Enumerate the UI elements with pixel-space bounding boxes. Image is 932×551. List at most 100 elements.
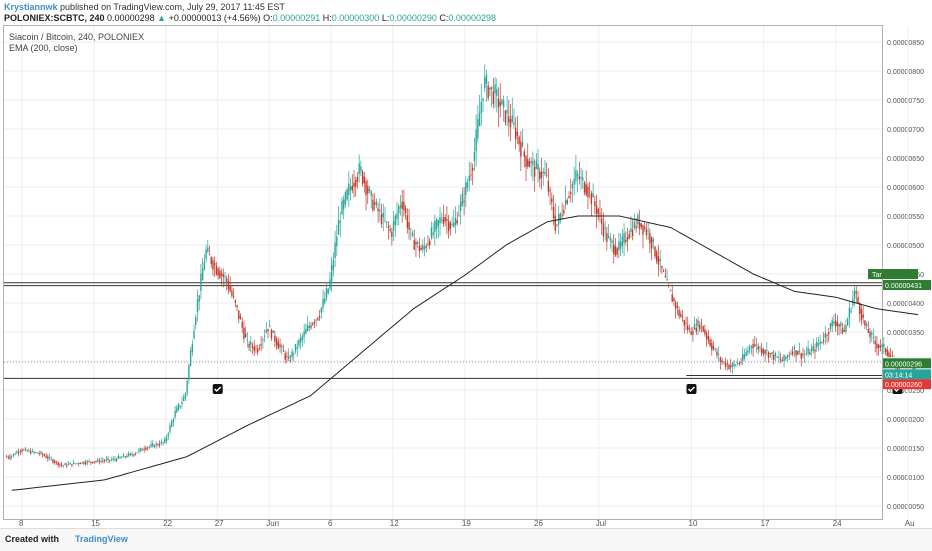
candle-body — [702, 326, 704, 332]
candle-body — [69, 462, 71, 465]
candle-body — [313, 321, 316, 324]
candle-body — [597, 208, 599, 214]
candle-body — [795, 350, 797, 356]
candle-body — [656, 251, 658, 262]
candle-body — [93, 461, 95, 463]
candle-body — [399, 205, 402, 208]
candle-body — [494, 84, 496, 94]
candle-body — [17, 452, 20, 453]
candle-body — [248, 343, 250, 348]
candle-body — [167, 433, 169, 437]
candle-body — [599, 213, 601, 215]
candle-body — [119, 456, 121, 459]
x-tick-label: 10 — [689, 519, 698, 528]
checkmark-icon — [214, 386, 222, 393]
candle-body — [647, 230, 649, 232]
candle-body — [226, 278, 228, 282]
candle-body — [196, 299, 199, 313]
candle-body — [661, 266, 663, 269]
candle-body — [514, 127, 517, 140]
candle-body — [86, 461, 89, 463]
candle-body — [355, 180, 357, 187]
candle-body — [427, 243, 429, 245]
candle-body — [798, 350, 801, 353]
candle-body — [496, 89, 498, 96]
candle-body — [831, 320, 833, 327]
candle-body — [164, 438, 166, 443]
candle-body — [324, 298, 326, 304]
candle-body — [176, 407, 178, 413]
x-tick-label: 22 — [163, 519, 172, 528]
candle-body — [236, 305, 238, 308]
candle-body — [348, 183, 350, 195]
author-link[interactable]: Krystiannwk — [4, 2, 58, 12]
candle-body — [403, 201, 405, 211]
candle-body — [477, 119, 479, 139]
tradingview-logo[interactable]: TradingView — [75, 534, 128, 544]
price-change: +0.00000013 (+4.56%) — [168, 13, 261, 23]
candle-body — [434, 221, 436, 232]
candle-body — [750, 346, 753, 348]
candle-body — [425, 246, 427, 248]
candle-body — [64, 463, 66, 466]
candle-body — [711, 342, 713, 350]
candle-body — [411, 232, 414, 236]
candle-body — [525, 156, 527, 168]
candle-body — [330, 265, 333, 282]
candle-body — [714, 348, 716, 350]
candle-body — [212, 260, 214, 270]
x-tick-label: 12 — [390, 519, 399, 528]
candle-body — [12, 453, 15, 456]
last-price: 0.00000298 — [107, 13, 155, 23]
candle-body — [406, 215, 409, 228]
candle-body — [265, 330, 267, 333]
candle-body — [124, 456, 126, 458]
candle-body — [604, 227, 606, 229]
candle-body — [733, 363, 735, 366]
candle-body — [148, 446, 151, 448]
candle-body — [299, 337, 302, 343]
candle-body — [189, 350, 192, 366]
candle-body — [478, 113, 481, 126]
candle-body — [136, 452, 138, 454]
candle-body — [174, 410, 176, 418]
candle-body — [293, 353, 295, 355]
candle-body — [122, 454, 125, 458]
candle-body — [669, 290, 672, 292]
candle-body — [305, 328, 307, 334]
y-tick-label: 0.00000850 — [887, 40, 924, 47]
candle-body — [485, 74, 488, 84]
candle-body — [537, 164, 539, 171]
candle-body — [55, 461, 58, 463]
candle-body — [619, 241, 622, 249]
candle-body — [114, 459, 116, 461]
open-label: O: — [263, 13, 273, 23]
candle-body — [127, 453, 130, 456]
candle-body — [673, 298, 675, 302]
candle-body — [344, 192, 347, 205]
candle-body — [463, 200, 465, 203]
candle-body — [158, 444, 161, 446]
candle-body — [771, 352, 773, 355]
candle-body — [611, 240, 613, 243]
candle-body — [410, 228, 412, 230]
candle-body — [207, 247, 209, 252]
candle-body — [408, 222, 410, 230]
candle-body — [40, 451, 42, 454]
candle-body — [712, 345, 715, 349]
ema-label: EMA (200, close) — [9, 43, 78, 53]
ema-price-label-bg — [883, 358, 931, 369]
candle-body — [760, 348, 763, 354]
candle-body — [625, 240, 627, 243]
candle-body — [177, 404, 180, 410]
chart-panel[interactable] — [3, 25, 883, 520]
candle-body — [238, 310, 240, 319]
candle-body — [709, 339, 711, 346]
candle-body — [592, 193, 594, 198]
chart-legend: Siacoin / Bitcoin, 240, POLONIEX EMA (20… — [9, 32, 144, 54]
candle-body — [458, 214, 460, 216]
candle-body — [146, 447, 149, 449]
candle-body — [769, 353, 771, 354]
candle-body — [141, 449, 144, 451]
